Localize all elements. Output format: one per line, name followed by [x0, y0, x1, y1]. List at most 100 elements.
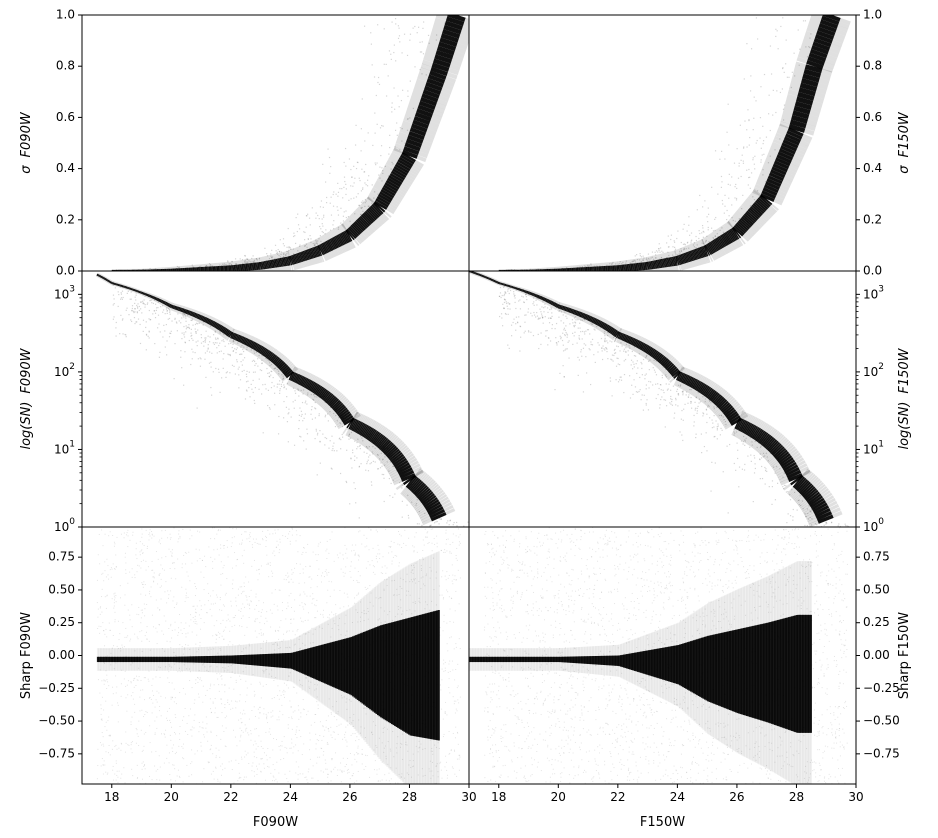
density-halo-segment	[336, 411, 360, 428]
noise-point	[761, 477, 764, 480]
noise-point	[508, 303, 510, 305]
noise-point	[588, 266, 590, 268]
density-band-segment	[362, 425, 371, 438]
density-halo-segment	[340, 224, 355, 249]
noise-point	[365, 184, 367, 186]
density-halo-segment	[385, 450, 413, 471]
noise-point	[245, 381, 248, 383]
density-halo-segment	[375, 180, 405, 199]
density-halo-segment	[408, 101, 444, 118]
noise-point	[704, 398, 707, 400]
noise-point	[293, 232, 295, 234]
noise-point	[606, 264, 608, 266]
noise-point	[376, 123, 378, 125]
noise-point	[305, 448, 307, 450]
density-band-segment	[108, 280, 111, 283]
noise-point	[369, 454, 371, 456]
density-signal_to_noise	[95, 272, 469, 527]
noise-point	[147, 302, 149, 304]
noise-point	[319, 235, 321, 237]
density-band-segment	[337, 407, 348, 417]
noise-point	[540, 311, 542, 313]
noise-point	[279, 251, 281, 253]
noise-point	[120, 297, 123, 299]
density-band-segment	[396, 161, 411, 172]
density-halo-segment	[732, 213, 756, 235]
noise-point	[673, 255, 675, 258]
noise-point	[566, 348, 568, 350]
noise-point	[619, 261, 621, 263]
noise-point	[360, 463, 362, 465]
density-halo-segment	[327, 231, 341, 255]
noise-point	[162, 309, 165, 311]
noise-point	[200, 265, 202, 267]
density-halo-segment	[305, 376, 319, 397]
noise-point	[248, 386, 250, 389]
noise-point	[342, 197, 344, 199]
noise-point	[136, 306, 139, 308]
noise-point	[632, 393, 634, 395]
density-band-segment	[445, 16, 465, 27]
noise-point	[377, 81, 379, 84]
noise-point	[120, 293, 123, 295]
noise-point	[364, 140, 366, 142]
noise-point	[394, 493, 396, 495]
noise-point	[246, 346, 248, 348]
noise-point	[131, 320, 133, 323]
density-band-segment	[420, 97, 437, 107]
noise-point	[760, 457, 763, 459]
density-halo-segment	[216, 321, 224, 334]
density-band-segment	[217, 324, 223, 331]
noise-point	[183, 313, 185, 315]
density-band-segment	[818, 23, 837, 33]
density-band-segment	[193, 312, 197, 318]
density-halo-segment	[374, 182, 404, 201]
noise-point	[751, 441, 753, 443]
density-band-segment	[751, 204, 763, 216]
noise-point	[674, 412, 676, 414]
density-band-segment	[736, 222, 748, 233]
noise-point	[255, 362, 257, 365]
density-halo-segment	[412, 89, 448, 106]
density-band-segment	[364, 427, 373, 439]
noise-point	[550, 308, 553, 310]
density-halo-segment	[377, 437, 400, 460]
density-halo-segment	[373, 184, 402, 203]
noise-point	[381, 125, 383, 127]
noise-point	[723, 419, 725, 421]
noise-point	[407, 514, 410, 517]
density-band-segment	[214, 322, 219, 329]
noise-point	[166, 310, 168, 312]
density-halo-segment	[233, 330, 241, 345]
density-halo-segment	[274, 358, 290, 374]
noise-point	[350, 185, 352, 187]
density-band-segment	[158, 298, 161, 302]
noise-point	[711, 186, 713, 188]
noise-point	[342, 220, 345, 222]
noise-point	[222, 367, 224, 369]
noise-point	[294, 235, 296, 237]
density-halo-segment	[302, 374, 315, 394]
noise-point	[792, 519, 794, 521]
density-band-segment	[752, 203, 765, 214]
noise-point	[249, 261, 251, 263]
noise-point	[787, 491, 789, 493]
density-halo-segment	[410, 482, 438, 506]
noise-point	[274, 367, 276, 369]
density-band-segment	[376, 195, 391, 206]
noise-point	[267, 372, 269, 375]
noise-point	[185, 328, 187, 330]
noise-point	[353, 459, 356, 461]
noise-point	[782, 119, 785, 121]
noise-point	[254, 371, 256, 373]
noise-point	[415, 502, 418, 505]
density-halo-segment	[368, 427, 388, 452]
noise-point	[322, 433, 324, 435]
density-halo-segment	[759, 171, 791, 188]
noise-point	[389, 134, 391, 136]
noise-point	[406, 54, 409, 57]
noise-point	[246, 370, 248, 372]
noise-point	[354, 213, 356, 215]
noise-point	[757, 38, 759, 40]
noise-point	[258, 388, 260, 390]
